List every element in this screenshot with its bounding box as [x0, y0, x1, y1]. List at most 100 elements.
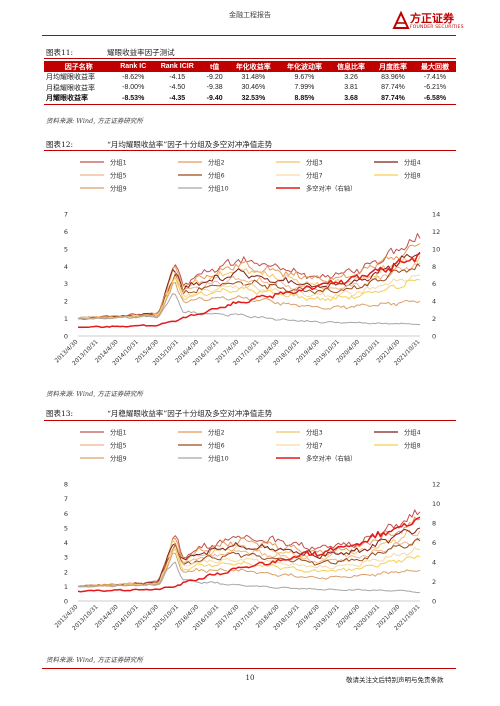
- right-tick-label: 4: [432, 559, 436, 567]
- right-tick-label: 2: [432, 578, 436, 586]
- legend-label: 分组7: [306, 171, 323, 180]
- right-tick-label: 0: [432, 333, 436, 341]
- founder-logo-icon: [392, 10, 410, 29]
- left-tick-label: 1: [64, 315, 68, 323]
- table-cell: -9.40: [201, 93, 228, 105]
- figure-caption: “月稳耀眼收益率”因子十分组及多空对冲净值走势: [107, 409, 273, 418]
- table-source: 资料来源: Wind, 方正证券研究所: [46, 117, 143, 125]
- figure-caption: “月均耀眼收益率”因子十分组及多空对冲净值走势: [107, 140, 273, 149]
- right-tick-label: 14: [432, 211, 440, 219]
- left-tick-label: 3: [64, 280, 68, 288]
- legend-label: 分组10: [208, 184, 229, 193]
- legend-item: 分组3: [276, 158, 323, 167]
- legend-label: 分组1: [110, 158, 127, 167]
- right-tick-label: 10: [432, 245, 440, 253]
- series-line-8: [77, 548, 421, 587]
- left-tick-label: 7: [64, 211, 68, 219]
- legend-label: 分组2: [208, 158, 225, 167]
- legend-label: 分组5: [110, 171, 127, 180]
- series-line-8: [77, 277, 421, 320]
- series-line-2: [77, 516, 421, 587]
- legend-label: 分组9: [110, 184, 127, 193]
- logo-text-cn: 方正证券: [410, 12, 454, 25]
- right-tick-label: 6: [432, 539, 436, 547]
- right-tick-label: 6: [432, 280, 436, 288]
- legend-item: 分组1: [80, 428, 127, 437]
- right-tick-label: 8: [432, 520, 436, 528]
- logo-text-en: FOUNDER SECURITIES: [410, 25, 464, 30]
- table-cell: -8.00%: [122, 84, 145, 92]
- table-cell: -6.58%: [413, 93, 456, 105]
- table-header-cell: 最大回撤: [413, 61, 456, 72]
- legend-item: 分组10: [178, 454, 229, 463]
- table-cell: -9.38: [206, 84, 223, 92]
- series-line-10: [77, 293, 421, 326]
- legend-item: 分组4: [374, 158, 421, 167]
- legend-label: 分组1: [110, 428, 127, 437]
- legend-label: 分组5: [110, 441, 127, 450]
- series-line-5: [77, 537, 421, 588]
- right-tick-label: 8: [432, 263, 436, 271]
- legend-label: 分组7: [306, 441, 323, 450]
- table-cell: 32.53%: [227, 93, 279, 105]
- factor-name-cell: 月均耀眼收益率: [46, 74, 95, 82]
- legend-label: 分组8: [404, 171, 421, 180]
- figure12-source: 资料来源: Wind, 方正证券研究所: [46, 390, 143, 398]
- table-cell: 9.67%: [294, 73, 315, 81]
- table-cell: -7.41%: [423, 73, 447, 81]
- left-tick-label: 2: [64, 298, 68, 306]
- legend-item: 多空对冲（右轴）: [276, 454, 356, 463]
- left-tick-label: 0: [64, 598, 68, 606]
- figure12-title: 图表12: “月均耀眼收益率”因子十分组及多空对冲净值走势: [46, 139, 272, 150]
- legend-item: 分组1: [80, 158, 127, 167]
- table-cell: 31.48%: [241, 73, 266, 81]
- series-line-11: [78, 252, 421, 329]
- left-tick-label: 5: [64, 524, 68, 532]
- table-header-cell: 因子名称: [44, 61, 114, 72]
- left-tick-label: 3: [64, 554, 68, 562]
- table-cell: -8.53%: [113, 93, 153, 105]
- legend-label: 分组4: [404, 158, 421, 167]
- table-cell: 3.26: [344, 73, 358, 81]
- series-line-2: [77, 243, 421, 320]
- table-cell: -9.20: [206, 73, 223, 81]
- series-line-5: [77, 262, 421, 320]
- figure12-chart: 01234567024681012142013/4/302013/10/3120…: [54, 158, 440, 368]
- legend-label: 分组10: [208, 454, 229, 463]
- legend-item: 分组5: [80, 171, 127, 180]
- legend-label: 分组6: [208, 441, 225, 450]
- legend-label: 分组8: [404, 441, 421, 450]
- left-tick-label: 4: [64, 539, 68, 547]
- table-row: 月稳耀眼收益率 -8.00% -4.50 -9.38 30.46% 7.99% 3.81 87…: [44, 83, 456, 94]
- table-cell: -8.62%: [122, 73, 145, 81]
- table-cell: -4.15: [169, 73, 186, 81]
- table-header-cell: 年化波动率: [278, 61, 331, 72]
- legend-item: 分组6: [178, 171, 225, 180]
- table-cell: 30.46%: [241, 84, 266, 92]
- table-cell: 3.68: [330, 93, 373, 105]
- figure-label: 图表13:: [46, 409, 74, 418]
- table-cell: -6.21%: [423, 84, 447, 92]
- table-cell: 7.99%: [294, 84, 315, 92]
- table-header-cell: 月度胜率: [372, 61, 414, 72]
- disclaimer-link[interactable]: 敬请关注文后特别声明与免责条款: [346, 676, 444, 684]
- legend-item: 分组8: [374, 171, 421, 180]
- table-cell: -4.50: [169, 84, 186, 92]
- table-row: 月耀眼收益率 -8.53% -4.35 -9.40 32.53% 8.85% 3.68 87.…: [44, 93, 456, 105]
- series-line-7: [77, 546, 421, 587]
- left-tick-label: 0: [64, 333, 68, 341]
- legend-item: 分组2: [178, 158, 225, 167]
- table-cell: 8.85%: [278, 93, 331, 105]
- series-line-7: [78, 274, 421, 320]
- left-tick-label: 8: [64, 481, 68, 489]
- legend-item: 分组7: [276, 441, 323, 450]
- legend-item: 分组7: [276, 171, 323, 180]
- left-tick-label: 7: [64, 495, 68, 503]
- factor-name-cell: 月耀眼收益率: [44, 93, 114, 105]
- table-header-cell: Rank IC: [113, 61, 153, 72]
- right-tick-label: 12: [432, 228, 440, 236]
- table-figure-title: 图表11: 耀眼收益率因子测试: [46, 47, 175, 58]
- series-line-11: [77, 516, 421, 593]
- right-tick-label: 4: [432, 298, 436, 306]
- table-row: 月均耀眼收益率 -8.62% -4.15 -9.20 31.48% 9.67% 3.26 83…: [44, 72, 456, 83]
